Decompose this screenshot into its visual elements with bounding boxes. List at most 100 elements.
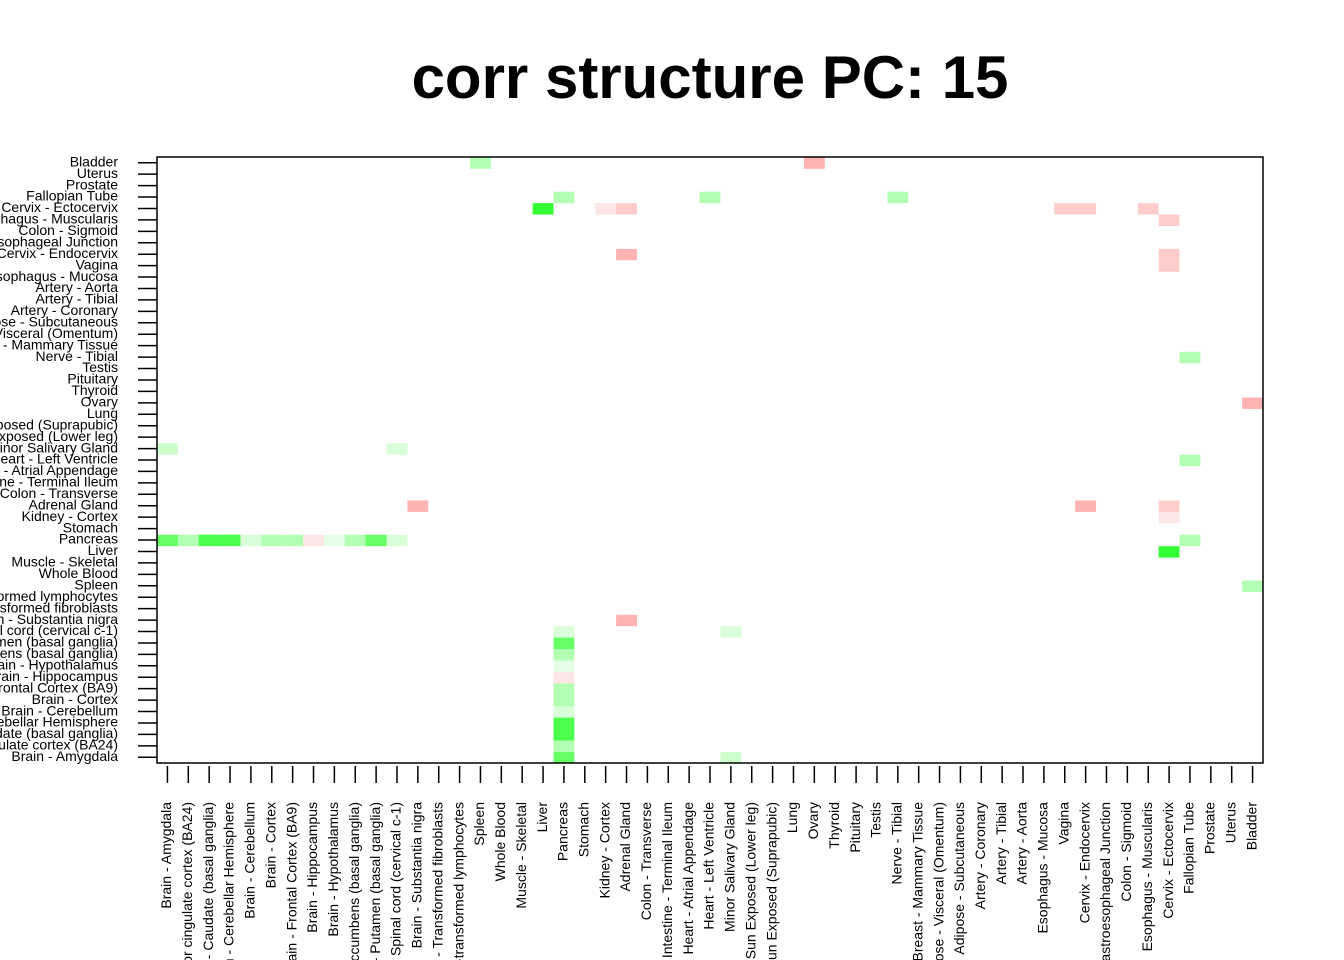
- heatmap-cell: [407, 454, 429, 467]
- heatmap-cell: [303, 545, 325, 558]
- heatmap-cell: [1116, 671, 1139, 684]
- heatmap-cell: [1137, 305, 1160, 318]
- heatmap-cell: [1033, 591, 1055, 604]
- heatmap-cell: [720, 157, 742, 169]
- y-tick-label: Uterus: [77, 165, 118, 181]
- heatmap-cell: [1242, 214, 1264, 227]
- heatmap-cell: [783, 568, 805, 581]
- heatmap-cell: [428, 580, 450, 592]
- heatmap-cell: [303, 179, 325, 192]
- x-tick-label: Kidney - Cortex: [596, 802, 612, 898]
- heatmap-cell: [699, 740, 721, 752]
- heatmap-cell: [1158, 751, 1180, 764]
- heatmap-cell: [636, 557, 659, 570]
- heatmap-cell: [553, 522, 575, 535]
- heatmap-cell: [720, 237, 742, 249]
- heatmap-cell: [532, 431, 554, 444]
- heatmap-cell: [261, 237, 283, 249]
- heatmap-cell: [1075, 717, 1097, 730]
- heatmap-cell: [574, 717, 596, 730]
- heatmap-cell: [699, 374, 721, 387]
- heatmap-cell: [1137, 191, 1160, 204]
- heatmap-cell: [532, 202, 554, 215]
- heatmap-cell: [428, 545, 450, 558]
- heatmap-cell: [657, 214, 680, 227]
- heatmap-cell: [720, 648, 742, 661]
- heatmap-cell: [595, 362, 617, 375]
- heatmap-cell: [1158, 339, 1180, 352]
- heatmap-cell: [532, 157, 554, 169]
- heatmap-cell: [365, 282, 387, 295]
- heatmap-cell: [991, 625, 1013, 638]
- heatmap-cell: [490, 317, 513, 329]
- heatmap-cell: [949, 305, 972, 318]
- heatmap-cell: [1200, 740, 1222, 752]
- heatmap-cell: [386, 511, 408, 524]
- heatmap-cell: [240, 339, 262, 352]
- heatmap-cell: [1158, 591, 1180, 604]
- heatmap-cell: [282, 214, 304, 227]
- heatmap-cell: [1200, 568, 1222, 581]
- heatmap-cell: [490, 419, 513, 432]
- heatmap-cell: [783, 694, 805, 707]
- heatmap-cell: [261, 522, 283, 535]
- heatmap-cell: [866, 157, 888, 169]
- heatmap-cell: [282, 522, 304, 535]
- heatmap-cell: [866, 328, 888, 341]
- heatmap-cell: [1221, 385, 1243, 398]
- heatmap-cell: [240, 362, 262, 375]
- heatmap-cell: [532, 305, 554, 318]
- heatmap-cell: [699, 351, 721, 364]
- heatmap-cell: [678, 637, 700, 650]
- heatmap-cell: [344, 751, 367, 764]
- heatmap-cell: [219, 740, 241, 752]
- heatmap-cell: [1158, 271, 1180, 284]
- heatmap-cell: [741, 237, 763, 249]
- heatmap-cell: [803, 694, 826, 707]
- heatmap-cell: [282, 625, 304, 638]
- heatmap-cell: [657, 545, 680, 558]
- heatmap-cell: [657, 728, 680, 741]
- heatmap-cell: [1116, 339, 1139, 352]
- heatmap-cell: [407, 625, 429, 638]
- heatmap-cell: [1054, 614, 1076, 627]
- heatmap-cell: [365, 488, 387, 501]
- heatmap-cell: [386, 339, 408, 352]
- heatmap-cell: [845, 728, 867, 741]
- heatmap-cell: [616, 442, 638, 455]
- heatmap-cell: [344, 465, 367, 478]
- y-tick-label: Minor Salivary Gland: [0, 439, 118, 455]
- heatmap-cell: [845, 568, 867, 581]
- heatmap-cell: [699, 442, 721, 455]
- heatmap-cell: [177, 614, 200, 627]
- heatmap-cell: [532, 271, 554, 284]
- heatmap-cell: [949, 511, 972, 524]
- heatmap-cell: [407, 259, 429, 272]
- heatmap-cell: [866, 580, 888, 592]
- heatmap-cell: [323, 534, 346, 547]
- heatmap-cell: [323, 385, 346, 398]
- heatmap-cell: [470, 740, 492, 752]
- heatmap-cell: [678, 614, 700, 627]
- heatmap-cell: [991, 648, 1013, 661]
- heatmap-cell: [511, 740, 534, 752]
- heatmap-cell: [449, 339, 471, 352]
- heatmap-cell: [720, 282, 742, 295]
- x-tick-label: Prostate: [1202, 802, 1218, 854]
- heatmap-cell: [1158, 500, 1180, 512]
- heatmap-cell: [1158, 454, 1180, 467]
- heatmap-cell: [595, 305, 617, 318]
- heatmap-cell: [303, 317, 325, 329]
- heatmap-cell: [1054, 522, 1076, 535]
- heatmap-cell: [282, 545, 304, 558]
- heatmap-cell: [303, 419, 325, 432]
- heatmap-cell: [1096, 465, 1118, 478]
- heatmap-cell: [1096, 362, 1118, 375]
- heatmap-cell: [1075, 751, 1097, 764]
- heatmap-cell: [1033, 648, 1055, 661]
- heatmap-cell: [303, 694, 325, 707]
- heatmap-cell: [177, 671, 200, 684]
- y-tick-label: Muscle - Skeletal: [11, 554, 118, 570]
- heatmap-cell: [511, 214, 534, 227]
- heatmap-cell: [532, 728, 554, 741]
